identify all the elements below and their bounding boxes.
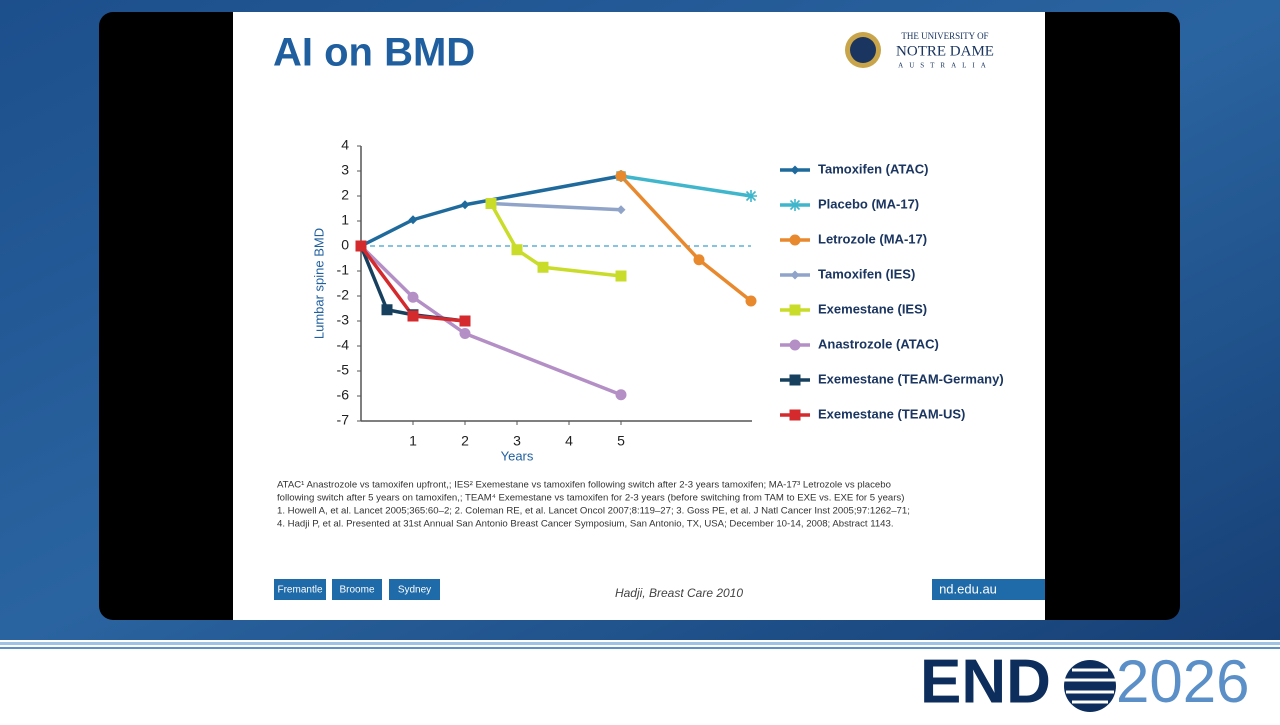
logo-text: NOTRE DAME	[896, 43, 994, 59]
footnote: following switch after 5 years on tamoxi…	[277, 493, 904, 504]
globe-lines	[1064, 668, 1116, 704]
event-logo-text: END	[920, 647, 1051, 716]
marker	[485, 198, 497, 209]
legend-label: Exemestane (IES)	[818, 301, 927, 316]
legend-label: Tamoxifen (IES)	[818, 266, 915, 281]
legend-label: Placebo (MA-17)	[818, 196, 919, 211]
marker	[745, 190, 757, 202]
marker	[789, 199, 801, 211]
logo-text: AUSTRALIA	[898, 62, 992, 70]
marker	[790, 165, 800, 175]
legend-label: Anastrozole (ATAC)	[818, 336, 939, 351]
marker	[615, 270, 627, 282]
y-tick-label: 3	[341, 162, 349, 178]
marker	[407, 310, 419, 322]
campus-button	[332, 579, 382, 600]
y-tick-label: -2	[337, 287, 350, 303]
campus-button	[274, 579, 326, 600]
marker	[745, 295, 757, 307]
marker	[459, 315, 471, 327]
legend-label: Letrozole (MA-17)	[818, 231, 927, 246]
footer-stripe	[0, 647, 1280, 649]
marker	[537, 261, 549, 273]
legend-label: Exemestane (TEAM-US)	[818, 406, 965, 421]
crest	[850, 37, 876, 63]
marker	[789, 339, 801, 351]
slide	[233, 12, 1045, 620]
series-line	[359, 244, 622, 397]
campus-button	[389, 579, 440, 600]
campus-button-label: Fremantle	[277, 585, 322, 596]
marker	[789, 409, 801, 421]
website: nd.edu.au	[939, 581, 997, 596]
event-logo: END 2026	[920, 647, 1249, 716]
legend-label: Exemestane (TEAM-Germany)	[818, 371, 1004, 386]
y-tick-label: -4	[337, 337, 350, 353]
university-logo: THE UNIVERSITY OF NOTRE DAME AUSTRALIA	[845, 31, 994, 70]
marker	[615, 389, 627, 401]
series-line	[620, 174, 752, 198]
logo-text: THE UNIVERSITY OF	[901, 31, 988, 41]
footnote: ATAC¹ Anastrozole vs tamoxifen upfront,;…	[277, 480, 891, 491]
campus-button-label: Broome	[339, 585, 374, 596]
event-logo-text: 2026	[1116, 648, 1249, 715]
footnotes: ATAC¹ Anastrozole vs tamoxifen upfront,;…	[277, 480, 910, 530]
marker	[790, 270, 800, 280]
marker	[789, 304, 801, 316]
marker	[789, 374, 801, 386]
footnote: 4. Hadji P, et al. Presented at 31st Ann…	[277, 519, 894, 530]
marker	[615, 170, 627, 182]
marker	[381, 304, 393, 316]
marker	[355, 240, 367, 252]
series-line	[360, 174, 622, 248]
marker	[459, 328, 471, 339]
marker	[789, 234, 801, 246]
y-axis-label: Lumbar spine BMD	[311, 228, 326, 339]
footer-stripe	[0, 642, 1280, 645]
source: Hadji, Breast Care 2010	[615, 586, 743, 600]
x-tick-label: 5	[617, 433, 625, 449]
website-box	[932, 579, 1045, 600]
legend-label: Tamoxifen (ATAC)	[818, 161, 929, 176]
footnote: 1. Howell A, et al. Lancet 2005;365:60–2…	[277, 506, 910, 517]
y-tick-label: 4	[341, 137, 349, 153]
y-tick-label: -1	[337, 262, 350, 278]
campus-buttons: Fremantle Broome Sydney	[274, 579, 440, 600]
y-tick-label: 2	[341, 187, 349, 203]
x-tick-label: 4	[565, 433, 573, 449]
marker	[408, 215, 418, 225]
marker	[511, 244, 523, 256]
marker	[407, 291, 419, 303]
x-axis-label: Years	[501, 448, 534, 463]
x-tick-label: 2	[461, 433, 469, 449]
campus-button-label: Sydney	[398, 585, 431, 596]
y-tick-label: -3	[337, 312, 350, 328]
series-line	[489, 202, 622, 278]
y-tick-label: 1	[341, 212, 349, 228]
marker	[616, 205, 626, 215]
series-line	[490, 201, 622, 212]
x-tick-label: 1	[409, 433, 417, 449]
chart: 4 3 2 1 0 -1 -2 -3 -4 -5 -6 -7 1 2 3 4 5 Years Lumbar spin…	[311, 137, 1003, 464]
slide-title: AI on BMD	[273, 31, 475, 75]
y-tick-label: -5	[337, 362, 350, 378]
y-tick-label: 0	[341, 237, 349, 253]
marker	[693, 254, 705, 266]
globe	[1064, 660, 1116, 712]
x-tick-label: 3	[513, 433, 521, 449]
y-tick-label: -7	[337, 412, 350, 428]
y-tick-label: -6	[337, 387, 350, 403]
marker	[460, 200, 470, 210]
